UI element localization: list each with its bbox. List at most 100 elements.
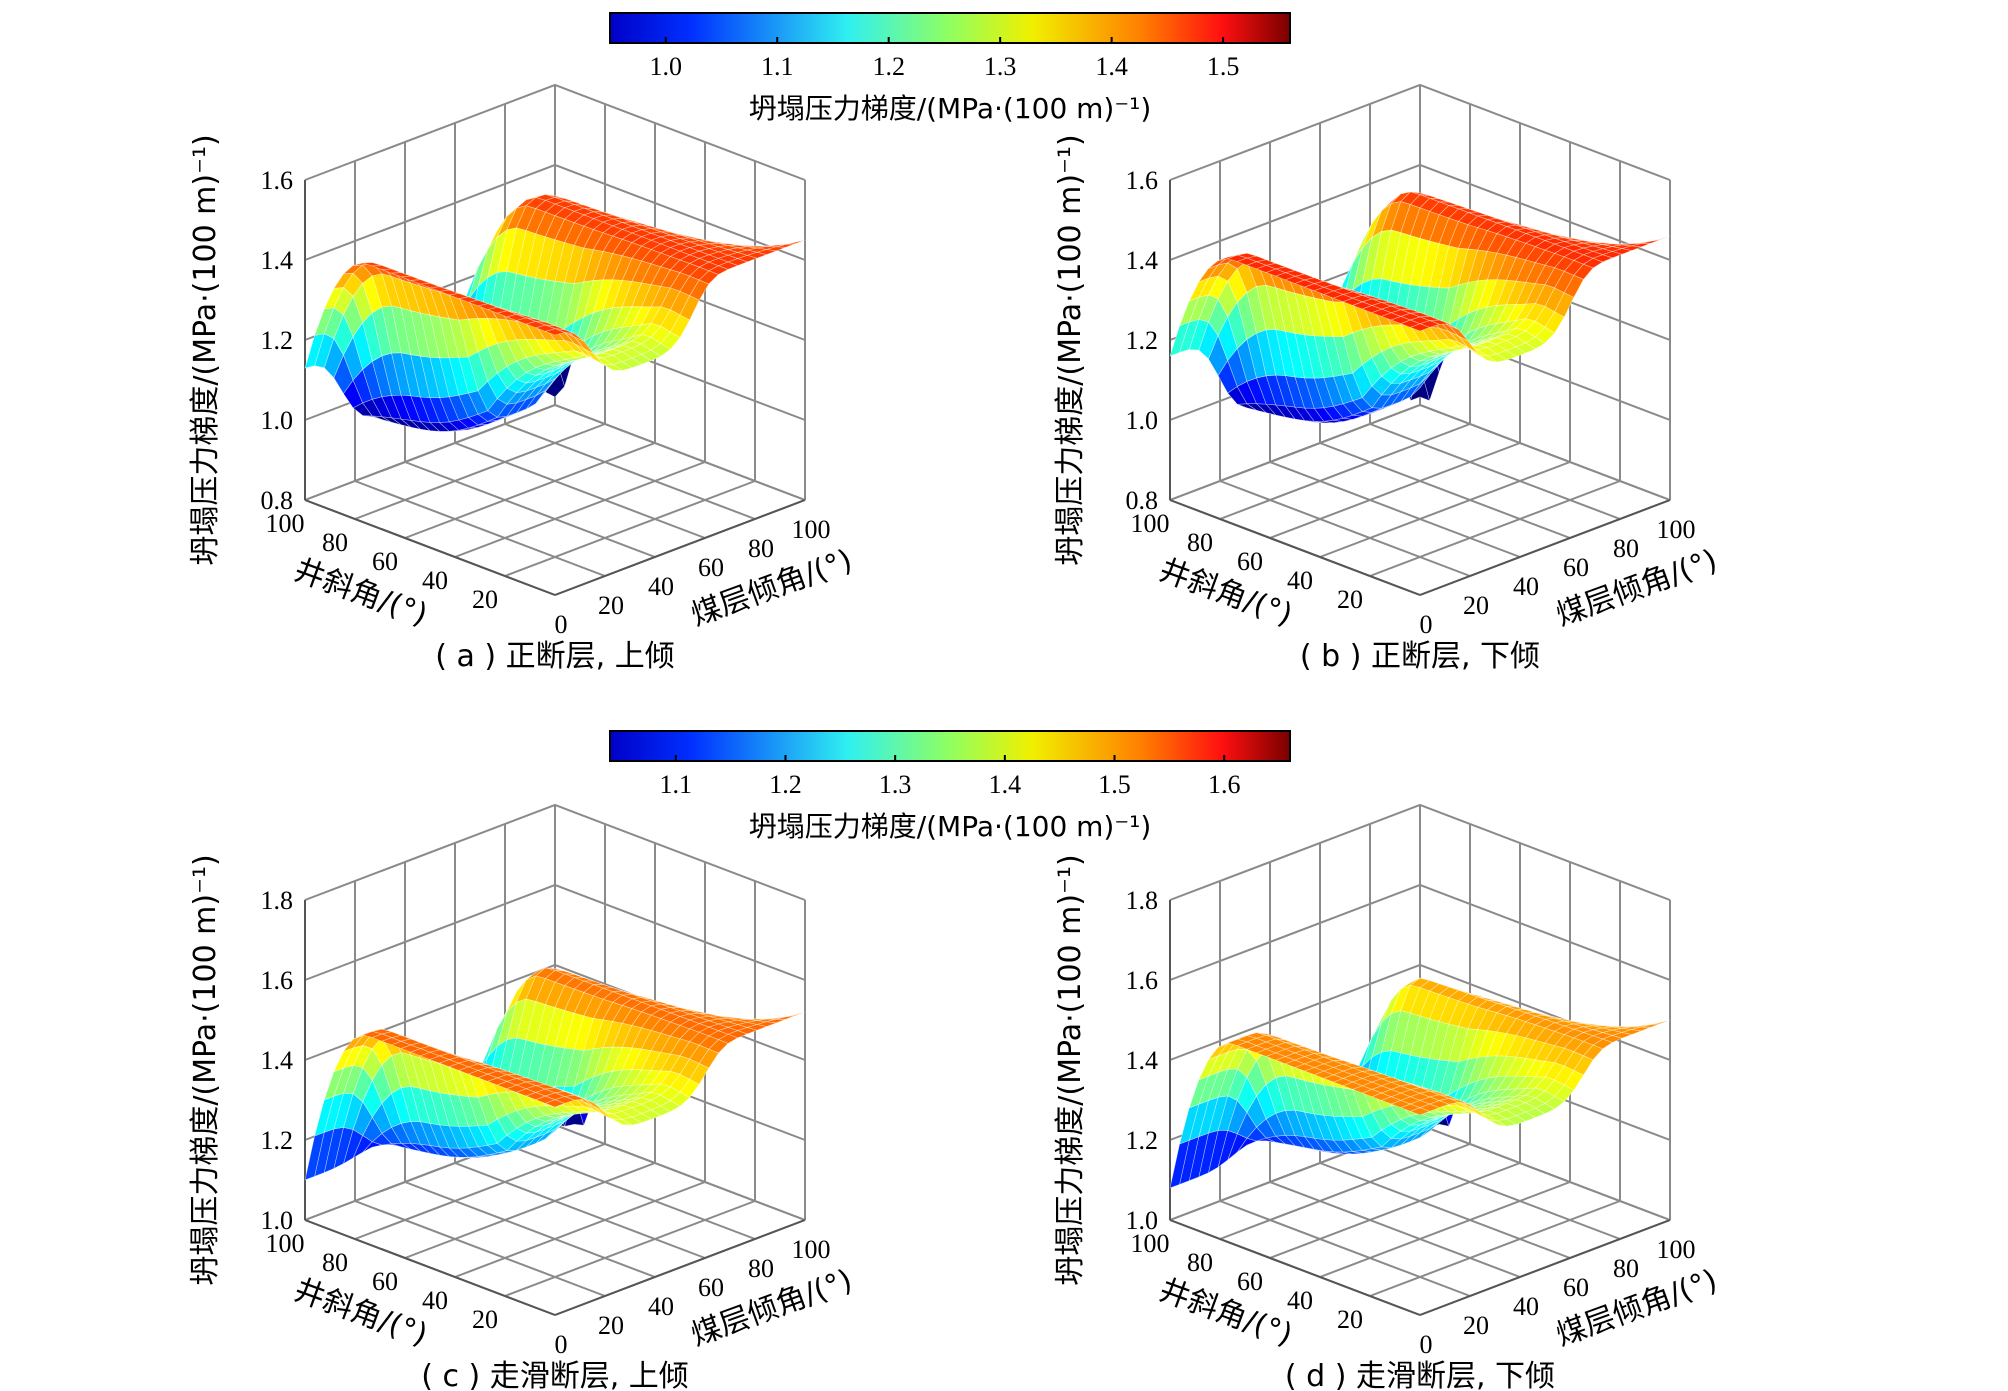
x-tick-label: 0 <box>555 610 568 639</box>
x-tick-label: 0 <box>1420 1330 1433 1359</box>
chart-panel-a: 0.81.01.21.41.602040608010020406080100煤层… <box>188 83 857 674</box>
y-tick-label: 80 <box>1187 528 1213 557</box>
grid-line <box>354 1200 606 1297</box>
y-tick-label: 60 <box>1237 1267 1263 1296</box>
z-tick-label: 0.8 <box>1126 486 1159 515</box>
colorbar-bottom-bar <box>609 730 1291 762</box>
x-tick-label: 20 <box>1463 591 1489 620</box>
grid-line <box>1369 423 1621 520</box>
colorbar-tick-label: 1.1 <box>761 52 794 81</box>
surface-cell <box>1409 1107 1431 1116</box>
panel-caption: ( d ) 走滑断层, 下倾 <box>1285 1359 1555 1391</box>
y-tick-label: 100 <box>1131 509 1170 538</box>
grid-line <box>1219 423 1471 520</box>
grid-line <box>1269 442 1521 539</box>
axis-line <box>1419 499 1671 596</box>
colorbar-tick-label: 1.1 <box>660 770 693 799</box>
x-tick-label: 20 <box>598 591 624 620</box>
z-axis-label: 坍塌压力梯度/(MPa·(100 m)⁻¹) <box>188 854 223 1285</box>
z-tick-label: 1.4 <box>261 246 294 275</box>
surface-cell <box>785 1011 806 1018</box>
colorbar-tick-label: 1.6 <box>1208 770 1241 799</box>
y-tick-label: 60 <box>1237 547 1263 576</box>
surface <box>1169 977 1671 1189</box>
colorbar-top: 1.0 1.1 1.2 1.3 1.4 1.5 坍塌压力梯度/(MPa·(100 m)⁻¹… <box>609 12 1291 125</box>
z-tick-label: 1.0 <box>1126 406 1159 435</box>
grid-line <box>454 461 706 558</box>
colorbar-bottom-label: 坍塌压力梯度/(MPa·(100 m)⁻¹) <box>749 810 1152 843</box>
axis-line <box>1169 499 1421 596</box>
colorbar-top-ticks: 1.0 1.1 1.2 1.3 1.4 1.5 <box>649 37 1239 81</box>
z-axis-label: 坍塌压力梯度/(MPa·(100 m)⁻¹) <box>1053 854 1088 1285</box>
grid-line <box>1369 1200 1621 1297</box>
y-tick-label: 100 <box>1131 1229 1170 1258</box>
colorbar-tick-label: 1.5 <box>1098 770 1131 799</box>
colorbar-top-bar <box>609 12 1291 44</box>
z-tick-label: 0.8 <box>261 486 294 515</box>
grid-line <box>404 442 656 539</box>
z-tick-label: 1.4 <box>261 1046 294 1075</box>
surface <box>304 967 806 1181</box>
z-axis-label: 坍塌压力梯度/(MPa·(100 m)⁻¹) <box>188 134 223 565</box>
axis-line <box>304 499 556 596</box>
grid-line <box>454 442 706 539</box>
grid-line <box>1269 461 1521 558</box>
grid-line <box>1169 83 1671 181</box>
grid <box>1169 83 1671 596</box>
grid-line <box>1319 1162 1571 1259</box>
colorbar-tick-label: 1.4 <box>989 770 1022 799</box>
surface-cell <box>1409 323 1431 332</box>
y-tick-label: 20 <box>1337 1305 1363 1334</box>
colorbar-tick-label: 1.3 <box>879 770 912 799</box>
grid-line <box>1369 480 1621 577</box>
grid-line <box>504 423 756 520</box>
surface-cell <box>1641 239 1661 244</box>
z-tick-label: 1.6 <box>1126 966 1159 995</box>
z-tick-label: 1.0 <box>261 406 294 435</box>
grid-line <box>1269 1181 1521 1278</box>
surface-cell <box>1650 1019 1671 1025</box>
y-axis-label: 井斜角/(°) <box>1155 1273 1297 1353</box>
grid-line <box>1319 461 1571 558</box>
grid-line <box>304 883 806 981</box>
y-axis-label: 井斜角/(°) <box>290 553 432 633</box>
colorbar-tick-label: 1.5 <box>1207 52 1240 81</box>
y-tick-label: 80 <box>322 528 348 557</box>
z-tick-label: 1.2 <box>261 1126 294 1155</box>
grid-line <box>1219 1200 1471 1297</box>
grid-line <box>404 1181 656 1278</box>
grid-line <box>304 803 806 901</box>
y-tick-label: 40 <box>1287 1286 1313 1315</box>
colorbar-tick-label: 1.0 <box>649 52 682 81</box>
x-tick-label: 80 <box>1613 534 1639 563</box>
x-tick-label: 60 <box>1563 1273 1589 1302</box>
surface-cell <box>1650 235 1671 242</box>
colorbar-bottom-ticks: 1.1 1.2 1.3 1.4 1.5 1.6 <box>660 755 1241 799</box>
y-tick-label: 40 <box>422 1286 448 1315</box>
grid-line <box>304 403 806 501</box>
z-tick-label: 1.8 <box>261 886 294 915</box>
grid-line <box>1369 1143 1621 1240</box>
x-tick-label: 80 <box>748 1254 774 1283</box>
y-tick-label: 100 <box>266 1229 305 1258</box>
z-tick-label: 1.6 <box>261 166 294 195</box>
chart-panel-c: 1.01.21.41.61.802040608010020406080100煤层… <box>188 803 857 1391</box>
grid-line <box>1169 403 1671 501</box>
y-tick-label: 60 <box>372 1267 398 1296</box>
chart-panel-b: 0.81.01.21.41.602040608010020406080100煤层… <box>1053 83 1722 674</box>
x-tick-label: 100 <box>1657 515 1696 544</box>
grid-line <box>1219 480 1471 577</box>
colorbar-tick-label: 1.4 <box>1095 52 1128 81</box>
axis-line <box>554 1219 806 1316</box>
surface-cell <box>544 1099 566 1108</box>
grid-line <box>504 1143 756 1240</box>
x-tick-label: 100 <box>1657 1235 1696 1264</box>
grid-line <box>354 480 606 577</box>
x-tick-label: 80 <box>748 534 774 563</box>
surface-cell <box>776 1015 796 1020</box>
grid-line <box>404 461 656 558</box>
colorbar-tick-label: 1.2 <box>872 52 905 81</box>
y-tick-label: 20 <box>1337 585 1363 614</box>
y-axis-label: 井斜角/(°) <box>290 1273 432 1353</box>
